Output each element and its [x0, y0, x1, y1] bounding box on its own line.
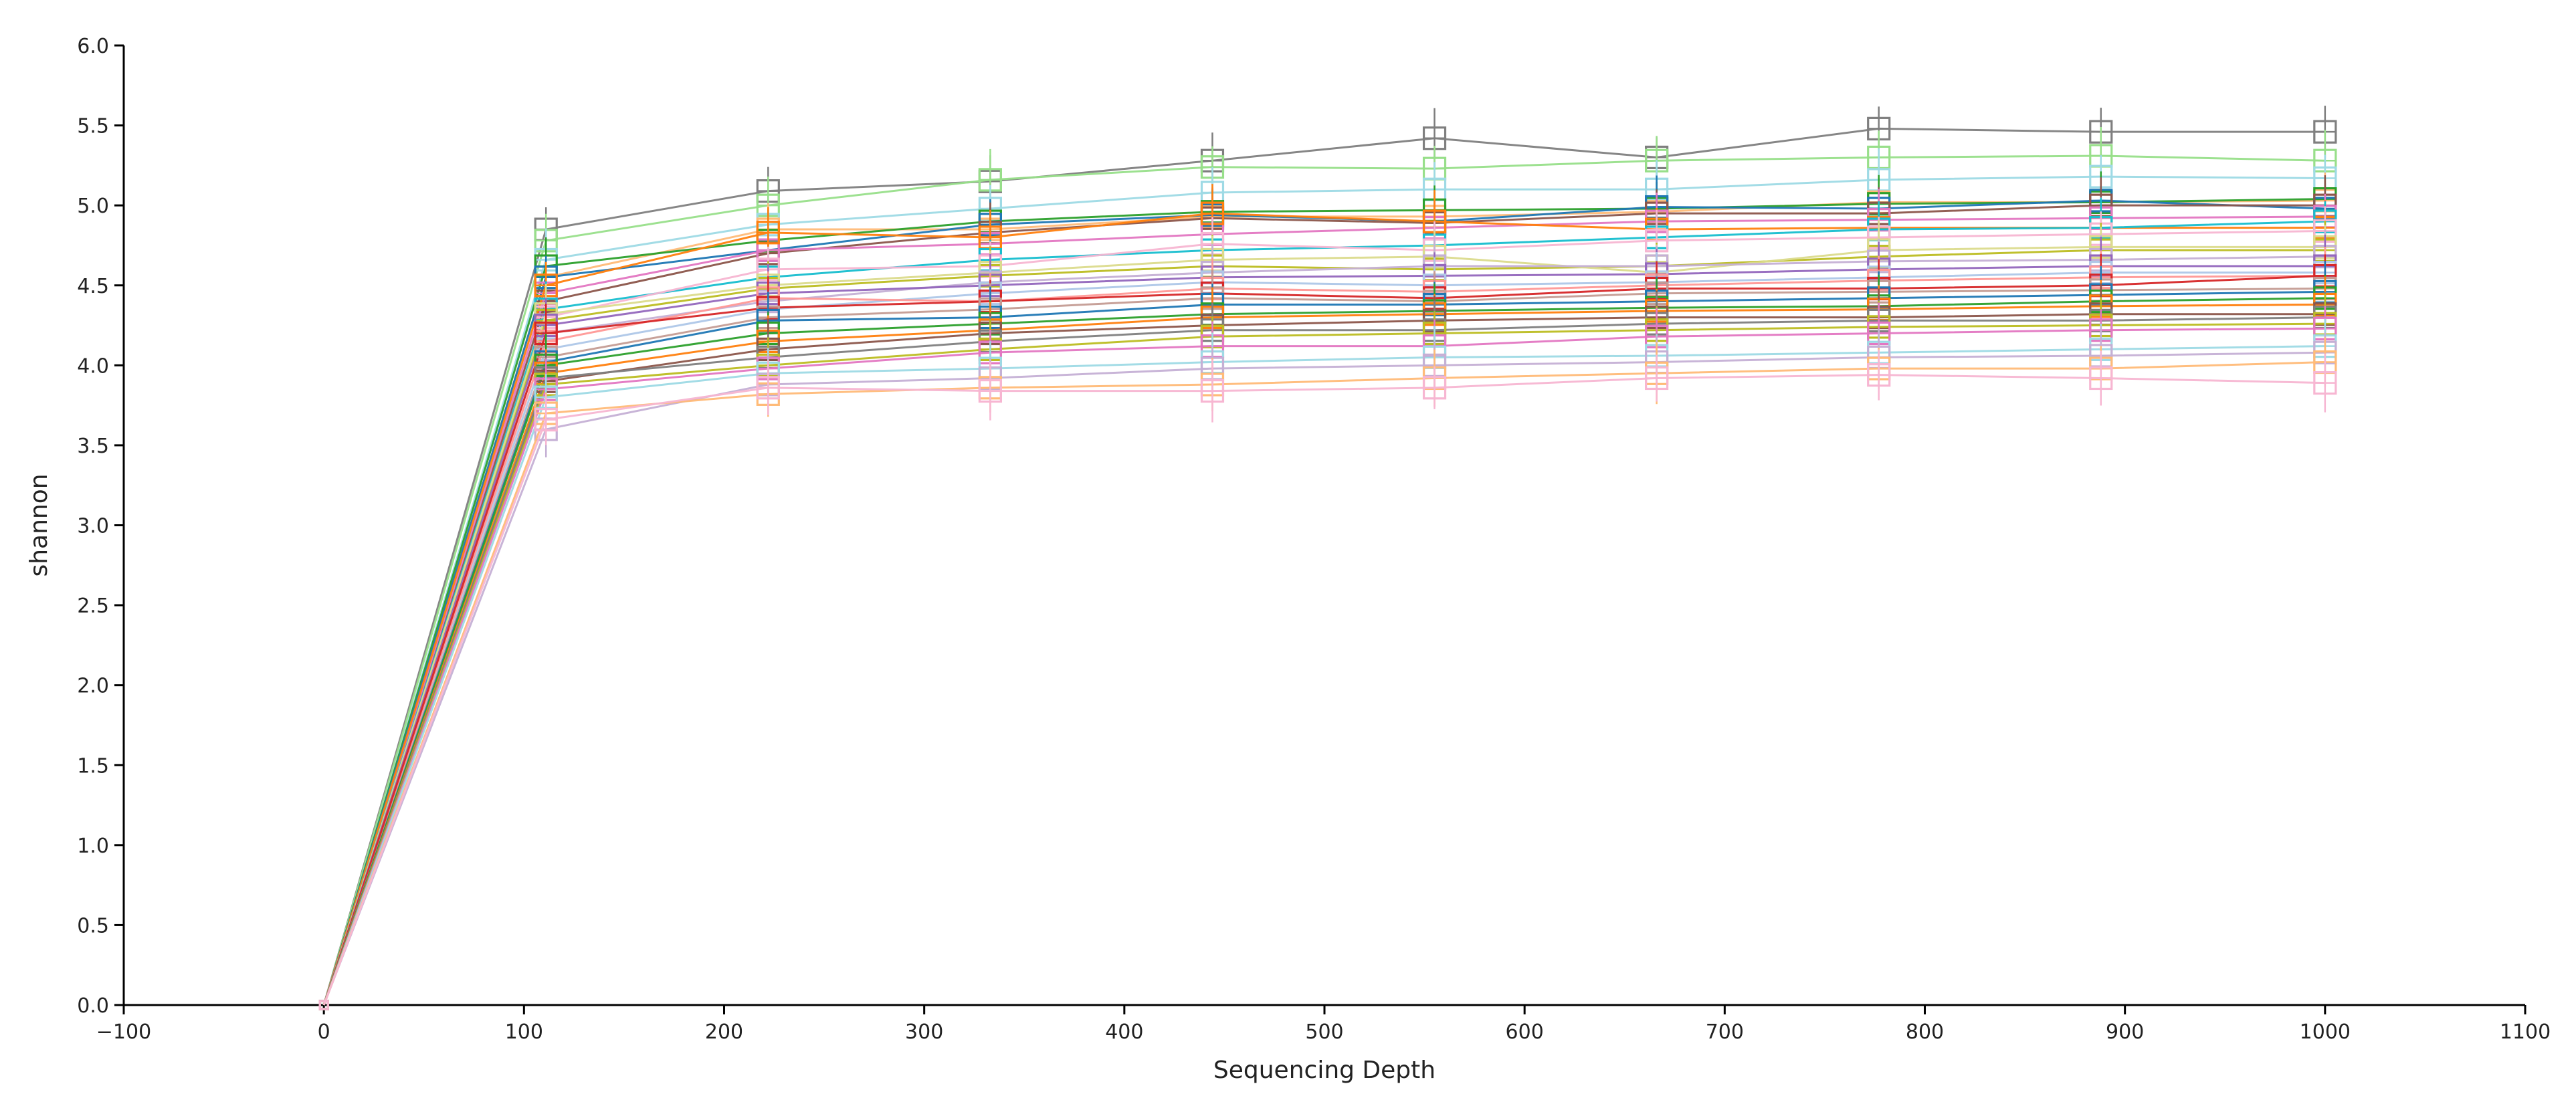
y-tick-label: 6.0	[77, 35, 109, 58]
x-tick-label: 200	[705, 1020, 743, 1044]
series-line	[322, 274, 2325, 1006]
y-tick-label: 2.5	[77, 594, 109, 618]
series-line	[322, 290, 2325, 1006]
series-line	[322, 249, 2325, 1006]
series-line	[322, 220, 2325, 1006]
y-tick-label: 4.0	[77, 354, 109, 378]
series-13	[318, 220, 2337, 1010]
y-tick-label: 1.5	[77, 754, 109, 778]
series-layer	[318, 106, 2337, 1010]
y-tick-label: 0.5	[77, 914, 109, 938]
series-line	[322, 175, 2325, 1006]
series-line	[322, 327, 2325, 1006]
series-line	[322, 316, 2325, 1006]
series-21	[318, 274, 2337, 1010]
x-tick-label: 100	[505, 1020, 543, 1044]
series-20	[318, 261, 2337, 1010]
series-line	[322, 154, 2325, 1006]
series-1	[318, 106, 2337, 1010]
series-17	[318, 247, 2337, 1010]
y-tick-label: 3.5	[77, 435, 109, 458]
series-line	[322, 265, 2325, 1006]
series-line	[322, 303, 2325, 1006]
series-line	[322, 345, 2325, 1006]
x-tick-label: 1100	[2500, 1020, 2551, 1044]
series-line	[322, 271, 2325, 1006]
series-line	[322, 322, 2325, 1006]
y-tick-label: 4.5	[77, 275, 109, 298]
series-line	[322, 245, 2325, 1006]
series-line	[322, 288, 2325, 1006]
series-22	[318, 276, 2337, 1010]
y-tick-label: 1.0	[77, 835, 109, 858]
series-line	[322, 374, 2325, 1006]
series-line	[322, 255, 2325, 1006]
x-tick-label: 500	[1305, 1020, 1343, 1044]
series-line	[322, 204, 2325, 1006]
axes: −100 0 100 200 300 400 500 600 700 800 900 1000 1100…	[77, 35, 2551, 1044]
x-tick-label: −100	[96, 1020, 151, 1044]
series-line	[322, 313, 2325, 1006]
series-25	[318, 294, 2337, 1010]
series-line	[322, 198, 2325, 1006]
series-line	[322, 127, 2325, 1006]
y-axis-title: shannon	[25, 473, 53, 576]
x-tick-label: 600	[1506, 1020, 1544, 1044]
series-line	[322, 361, 2325, 1006]
y-tick-label: 3.0	[77, 515, 109, 538]
series-line	[322, 215, 2325, 1006]
y-tick-label: 2.0	[77, 675, 109, 698]
x-tick-label: 0	[318, 1020, 330, 1044]
series-23	[318, 283, 2337, 1010]
series-28	[318, 325, 2337, 1010]
series-24	[318, 292, 2337, 1010]
series-line	[322, 229, 2325, 1006]
series-line	[322, 297, 2325, 1006]
series-line	[322, 351, 2325, 1006]
x-tick-label: 700	[1706, 1020, 1744, 1044]
y-tick-label: 0.0	[77, 994, 109, 1018]
x-axis-title: Sequencing Depth	[1213, 1057, 1435, 1084]
y-tick-label: 5.5	[77, 115, 109, 138]
series-10	[318, 197, 2337, 1010]
series-19	[318, 262, 2337, 1010]
series-5	[318, 171, 2337, 1010]
x-tick-label: 400	[1105, 1020, 1143, 1044]
series-29	[318, 337, 2337, 1010]
y-tick-label: 5.0	[77, 195, 109, 218]
x-tick-label: 1000	[2300, 1020, 2351, 1044]
series-27	[318, 318, 2337, 1010]
x-tick-label: 300	[905, 1020, 943, 1044]
series-12	[318, 221, 2337, 1010]
series-line	[322, 274, 2325, 1006]
x-tick-label: 900	[2106, 1020, 2144, 1044]
origin-marker	[318, 1000, 329, 1010]
series-30	[318, 349, 2337, 1010]
x-tick-label: 800	[1906, 1020, 1944, 1044]
